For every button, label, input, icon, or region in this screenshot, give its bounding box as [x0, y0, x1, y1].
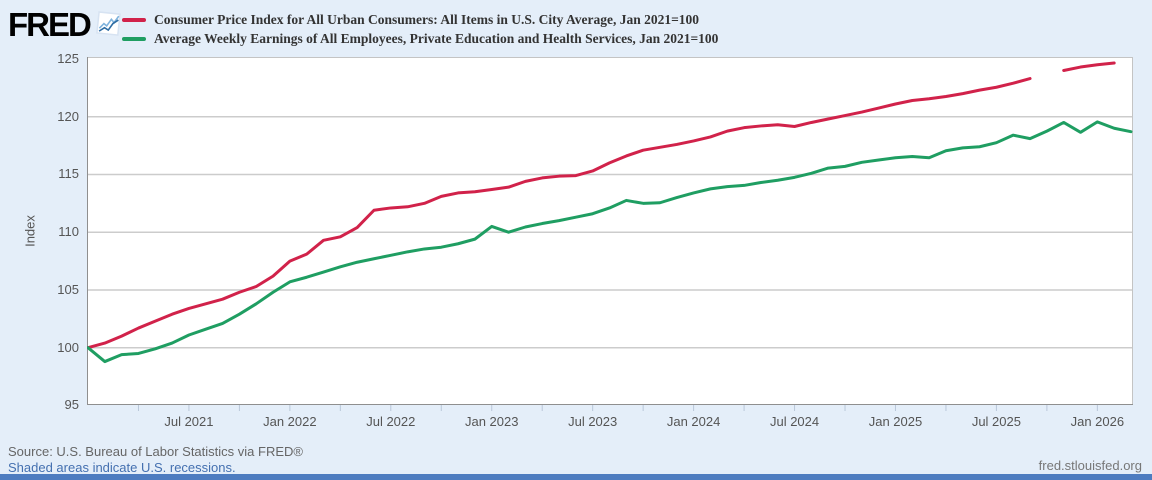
legend-item-awe: Average Weekly Earnings of All Employees…	[122, 29, 718, 48]
x-tick-label: Jul 2024	[769, 414, 820, 429]
x-tick-label: Jan 2024	[666, 414, 721, 429]
y-tick-label: 110	[58, 224, 79, 240]
chart-canvas	[86, 57, 1133, 411]
fred-logo[interactable]: FRED	[8, 5, 122, 45]
y-tick-label: 105	[57, 281, 79, 297]
y-axis-title: Index	[22, 215, 38, 247]
x-tick-label: Jul 2025	[971, 414, 1021, 429]
y-tick-label: 95	[64, 397, 79, 413]
x-tick-label: Jul 2023	[568, 414, 618, 429]
plot-area	[86, 57, 1133, 412]
x-tick-label: Jul 2021	[164, 414, 214, 429]
x-tick-label: Jan 2026	[1070, 414, 1125, 429]
legend-label-awe: Average Weekly Earnings of All Employees…	[154, 30, 719, 46]
y-tick-label: 100	[57, 339, 79, 355]
legend-label-cpi: Consumer Price Index for All Urban Consu…	[154, 11, 700, 27]
x-tick-label: Jan 2023	[464, 414, 519, 429]
chart-legend: Consumer Price Index for All Urban Consu…	[122, 10, 718, 48]
line-chart-icon	[95, 7, 122, 45]
legend-swatch-cpi	[122, 17, 146, 22]
fred-site-link[interactable]: fred.stlouisfed.org	[1038, 458, 1142, 473]
source-text: Source: U.S. Bureau of Labor Statistics …	[8, 444, 303, 459]
y-tick-label: 115	[58, 166, 79, 182]
x-tick-label: Jan 2025	[868, 414, 923, 429]
legend-swatch-awe	[122, 36, 146, 41]
x-tick-label: Jul 2022	[366, 414, 416, 429]
x-tick-label: Jan 2022	[263, 414, 317, 429]
y-tick-label: 125	[57, 50, 79, 66]
recession-note-link[interactable]: Shaded areas indicate U.S. recessions.	[8, 460, 236, 475]
bottom-accent-bar	[0, 474, 1152, 480]
fred-logo-text: FRED	[8, 6, 92, 43]
legend-item-cpi: Consumer Price Index for All Urban Consu…	[122, 10, 718, 29]
y-tick-label: 120	[57, 108, 79, 124]
